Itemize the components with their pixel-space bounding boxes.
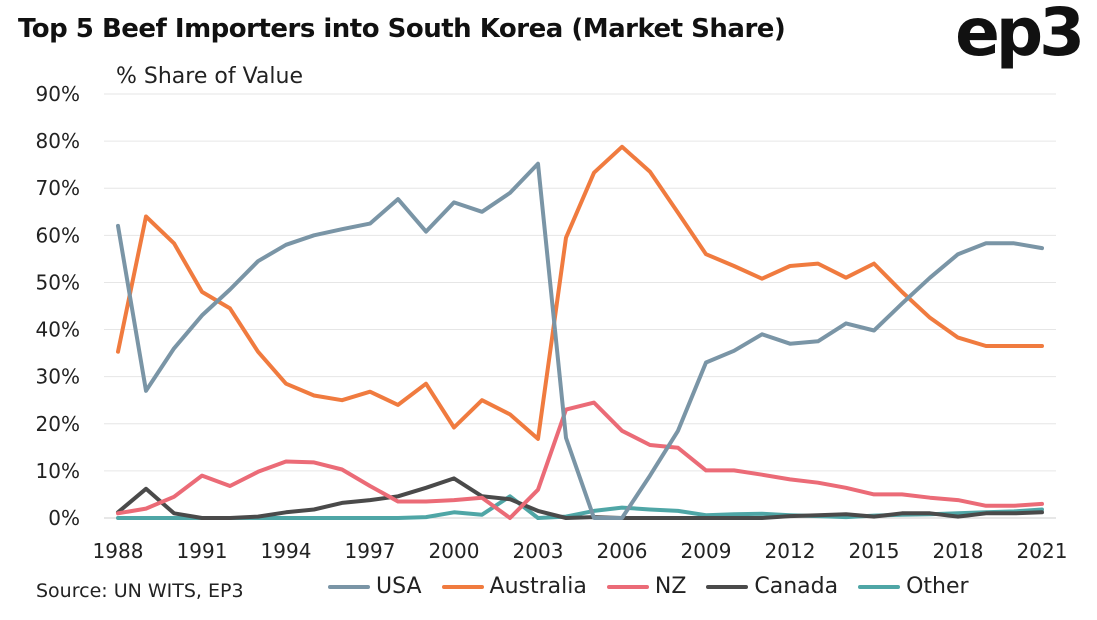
- legend-item-usa: USA: [328, 574, 422, 599]
- legend-item-other: Other: [858, 574, 969, 599]
- x-tick-labels: 1988 1991 1994 1997 2000 2003 2006 2009 2012 2015…: [93, 539, 1068, 563]
- legend-label-australia: Australia: [489, 574, 587, 599]
- x-tick-label: 2003: [513, 539, 564, 563]
- legend-swatch-australia: [441, 584, 484, 589]
- x-tick-label: 2006: [597, 539, 648, 563]
- x-tick-label: 2021: [1017, 539, 1068, 563]
- y-tick-label: 60%: [36, 223, 80, 247]
- x-tick-label: 1991: [177, 539, 228, 563]
- y-tick-label: 10%: [36, 459, 80, 483]
- series-line-usa: [116, 161, 1044, 520]
- series-line-canada: [116, 476, 1044, 520]
- series-lines: [116, 144, 1044, 520]
- series-line-nz: [116, 400, 1044, 520]
- legend-item-canada: Canada: [706, 574, 838, 599]
- legend-item-nz: NZ: [606, 574, 687, 599]
- x-tick-label: 1988: [93, 539, 144, 563]
- y-tick-label: 40%: [36, 318, 80, 342]
- legend-swatch-nz: [606, 584, 649, 589]
- y-tick-label: 80%: [36, 129, 80, 153]
- series-line-australia: [116, 144, 1044, 441]
- x-tick-label: 1994: [261, 539, 312, 563]
- y-tick-label: 70%: [36, 176, 80, 200]
- y-tick-label: 20%: [36, 412, 80, 436]
- x-tick-label: 2012: [765, 539, 816, 563]
- x-tick-label: 2009: [681, 539, 732, 563]
- legend-item-australia: Australia: [441, 574, 587, 599]
- gridlines: [104, 93, 1056, 519]
- chart-title: Top 5 Beef Importers into South Korea (M…: [18, 14, 786, 44]
- y-tick-labels: 0% 10% 20% 30% 40% 50% 60% 70% 80% 90%: [36, 82, 80, 530]
- y-tick-label: 0%: [48, 506, 80, 530]
- x-tick-label: 2015: [849, 539, 900, 563]
- ep3-logo: ep3: [955, 0, 1085, 71]
- y-tick-label: 30%: [36, 365, 80, 389]
- legend-swatch-usa: [328, 584, 370, 589]
- y-tick-label: 90%: [36, 82, 80, 106]
- legend-swatch-canada: [706, 584, 749, 589]
- legend-label-other: Other: [906, 574, 969, 599]
- y-axis-label: % Share of Value: [116, 64, 303, 89]
- x-tick-label: 2018: [933, 539, 984, 563]
- legend-label-canada: Canada: [754, 574, 839, 599]
- legend-swatch-other: [858, 584, 901, 589]
- legend: USA Australia NZ Canada Other: [328, 574, 969, 599]
- x-tick-label: 2000: [429, 539, 480, 563]
- y-tick-label: 50%: [36, 270, 80, 294]
- legend-label-usa: USA: [376, 574, 422, 599]
- source-note: Source: UN WITS, EP3: [36, 580, 244, 602]
- legend-label-nz: NZ: [654, 574, 687, 599]
- x-tick-label: 1997: [345, 539, 396, 563]
